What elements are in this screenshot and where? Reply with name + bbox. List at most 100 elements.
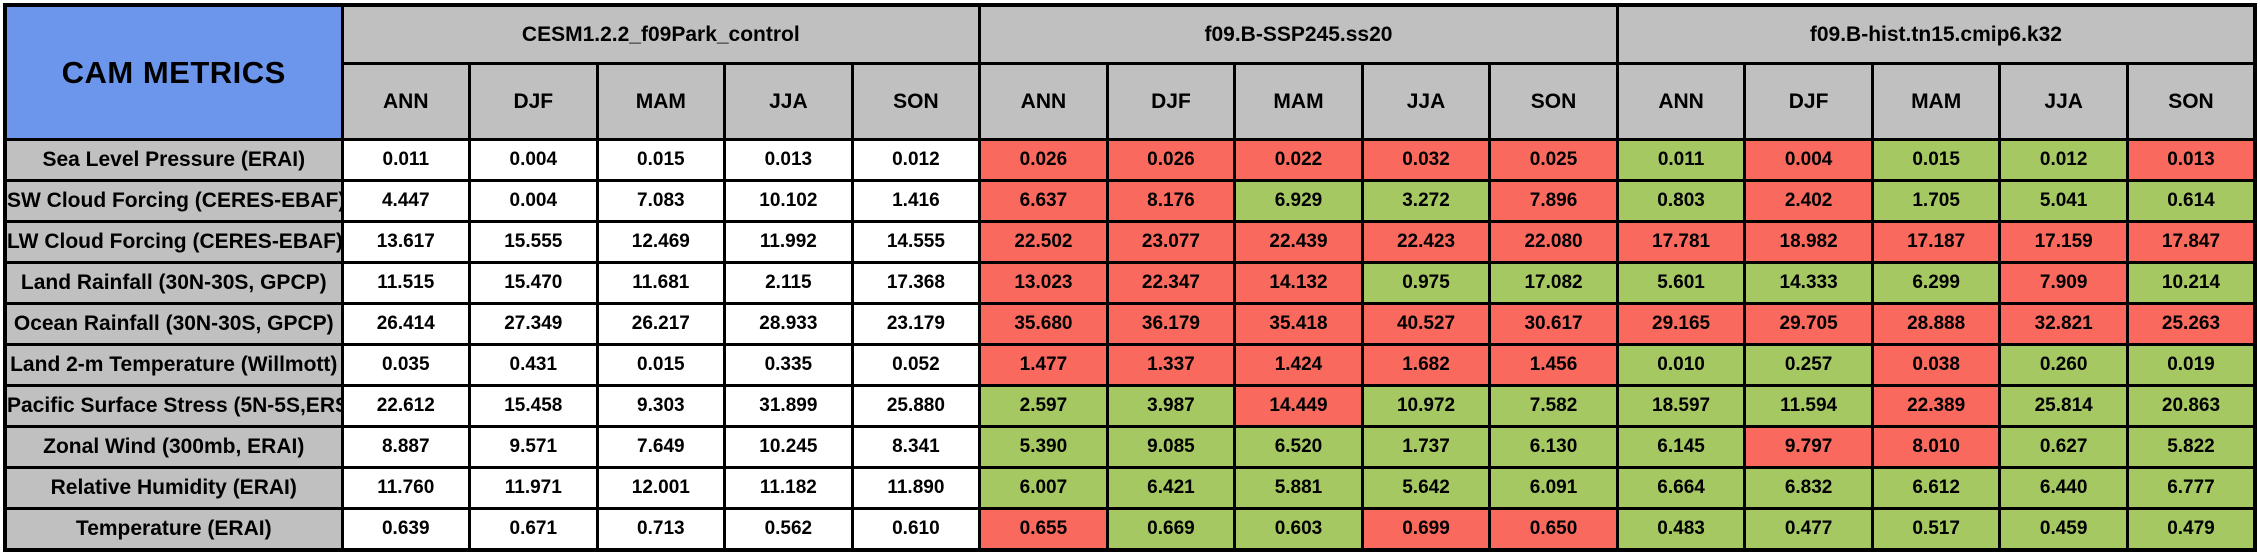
metric-value-cell: 0.012 xyxy=(850,138,982,182)
metric-row-label: Land 2-m Temperature (Willmott) xyxy=(3,343,344,387)
metric-value-cell: 14.132 xyxy=(1233,261,1364,305)
metric-value-cell: 40.527 xyxy=(1360,302,1492,346)
metric-value-cell: 26.414 xyxy=(340,302,472,346)
metric-value-cell: 12.001 xyxy=(595,466,727,510)
metric-value-cell: 1.682 xyxy=(1360,343,1492,387)
metric-row: Land Rainfall (30N-30S, GPCP) 11.515 15.47… xyxy=(3,261,2257,305)
metric-value-cell: 23.179 xyxy=(850,302,982,346)
metric-value-cell: 0.004 xyxy=(468,179,599,223)
metric-value-cell: 8.010 xyxy=(1870,425,2002,469)
metric-value-cell: 10.972 xyxy=(1360,384,1492,428)
metric-value-cell: 0.562 xyxy=(723,507,854,551)
metric-value-cell: 29.165 xyxy=(1615,302,1747,346)
metric-value-cell: 10.245 xyxy=(723,425,854,469)
metric-value-cell: 0.975 xyxy=(1360,261,1492,305)
metric-row: Land 2-m Temperature (Willmott) 0.035 0.43… xyxy=(3,343,2257,387)
metric-value-cell: 6.145 xyxy=(1615,425,1747,469)
metric-value-cell: 0.035 xyxy=(340,343,472,387)
metric-value-cell: 6.299 xyxy=(1870,261,2002,305)
table-title: CAM METRICS xyxy=(61,54,286,90)
metric-value-cell: 1.705 xyxy=(1870,179,2002,223)
metric-value-cell: 29.705 xyxy=(1743,302,1874,346)
metric-value-cell: 17.187 xyxy=(1870,220,2002,264)
season-header-mam-group3: MAM xyxy=(1870,62,2002,141)
metric-value-cell: 9.571 xyxy=(468,425,599,469)
metric-value-cell: 15.458 xyxy=(468,384,599,428)
metric-value-cell: 0.038 xyxy=(1870,343,2002,387)
metric-row-label: SW Cloud Forcing (CERES-EBAF) xyxy=(3,179,344,223)
metric-row: Relative Humidity (ERAI) 11.760 11.971 12.0… xyxy=(3,466,2257,510)
metric-value-cell: 5.390 xyxy=(978,425,1109,469)
metric-value-cell: 31.899 xyxy=(723,384,854,428)
season-header-mam-group1: MAM xyxy=(595,62,727,141)
metric-value-cell: 17.847 xyxy=(2125,220,2257,264)
metric-value-cell: 5.642 xyxy=(1360,466,1492,510)
metric-value-cell: 0.655 xyxy=(978,507,1109,551)
metric-value-cell: 11.890 xyxy=(850,466,982,510)
metric-value-cell: 0.022 xyxy=(1233,138,1364,182)
metrics-body: Sea Level Pressure (ERAI) 0.011 0.004 0.015… xyxy=(3,138,2257,551)
metric-row-label: Zonal Wind (300mb, ERAI) xyxy=(3,425,344,469)
metric-value-cell: 0.627 xyxy=(1998,425,2129,469)
metric-value-cell: 0.669 xyxy=(1105,507,1237,551)
metric-value-cell: 5.601 xyxy=(1615,261,1747,305)
metric-value-cell: 5.041 xyxy=(1998,179,2129,223)
metric-value-cell: 30.617 xyxy=(1488,302,1619,346)
season-header-ann-group2: ANN xyxy=(978,62,1109,141)
metric-value-cell: 6.520 xyxy=(1233,425,1364,469)
metric-value-cell: 4.447 xyxy=(340,179,472,223)
metric-value-cell: 6.091 xyxy=(1488,466,1619,510)
metric-value-cell: 0.699 xyxy=(1360,507,1492,551)
metric-value-cell: 18.597 xyxy=(1615,384,1747,428)
metric-value-cell: 13.023 xyxy=(978,261,1109,305)
model-group-header-2: f09.B-SSP245.ss20 xyxy=(978,3,1619,65)
metric-value-cell: 14.333 xyxy=(1743,261,1874,305)
metric-value-cell: 28.933 xyxy=(723,302,854,346)
metric-value-cell: 25.263 xyxy=(2125,302,2257,346)
metric-value-cell: 35.680 xyxy=(978,302,1109,346)
metric-value-cell: 5.881 xyxy=(1233,466,1364,510)
model-group-header-3: f09.B-hist.tn15.cmip6.k32 xyxy=(1615,3,2257,65)
metric-value-cell: 27.349 xyxy=(468,302,599,346)
metric-value-cell: 7.083 xyxy=(595,179,727,223)
metric-value-cell: 35.418 xyxy=(1233,302,1364,346)
metric-value-cell: 6.440 xyxy=(1998,466,2129,510)
metric-value-cell: 0.011 xyxy=(1615,138,1747,182)
metric-value-cell: 0.431 xyxy=(468,343,599,387)
metric-row: Ocean Rainfall (30N-30S, GPCP) 26.414 27.3… xyxy=(3,302,2257,346)
metric-value-cell: 0.011 xyxy=(340,138,472,182)
metric-value-cell: 3.272 xyxy=(1360,179,1492,223)
metric-value-cell: 22.389 xyxy=(1870,384,2002,428)
metric-value-cell: 7.582 xyxy=(1488,384,1619,428)
metric-value-cell: 5.822 xyxy=(2125,425,2257,469)
metric-row-label: LW Cloud Forcing (CERES-EBAF) xyxy=(3,220,344,264)
metric-value-cell: 0.610 xyxy=(850,507,982,551)
metric-value-cell: 18.982 xyxy=(1743,220,1874,264)
metric-value-cell: 8.341 xyxy=(850,425,982,469)
metric-value-cell: 0.639 xyxy=(340,507,472,551)
metric-value-cell: 0.004 xyxy=(1743,138,1874,182)
metric-row-label: Land Rainfall (30N-30S, GPCP) xyxy=(3,261,344,305)
season-header-ann-group3: ANN xyxy=(1615,62,1747,141)
metric-value-cell: 13.617 xyxy=(340,220,472,264)
metric-value-cell: 0.260 xyxy=(1998,343,2129,387)
metric-value-cell: 22.612 xyxy=(340,384,472,428)
season-header-son-group2: SON xyxy=(1488,62,1619,141)
metric-row: Zonal Wind (300mb, ERAI) 8.887 9.571 7.649 1… xyxy=(3,425,2257,469)
metric-value-cell: 11.182 xyxy=(723,466,854,510)
model-group-header-1: CESM1.2.2_f09Park_control xyxy=(340,3,982,65)
metric-value-cell: 7.896 xyxy=(1488,179,1619,223)
metric-value-cell: 0.479 xyxy=(2125,507,2257,551)
metric-value-cell: 1.424 xyxy=(1233,343,1364,387)
metric-value-cell: 9.085 xyxy=(1105,425,1237,469)
table-title-cell: CAM METRICS xyxy=(3,3,344,141)
metric-value-cell: 0.019 xyxy=(2125,343,2257,387)
metric-value-cell: 11.971 xyxy=(468,466,599,510)
metric-row-label: Pacific Surface Stress (5N-5S,ERS) xyxy=(3,384,344,428)
season-header-son-group1: SON xyxy=(850,62,982,141)
metric-value-cell: 0.015 xyxy=(595,138,727,182)
metric-value-cell: 6.777 xyxy=(2125,466,2257,510)
metric-row: Pacific Surface Stress (5N-5S,ERS) 22.612… xyxy=(3,384,2257,428)
season-header-jja-group1: JJA xyxy=(723,62,854,141)
metric-value-cell: 0.477 xyxy=(1743,507,1874,551)
